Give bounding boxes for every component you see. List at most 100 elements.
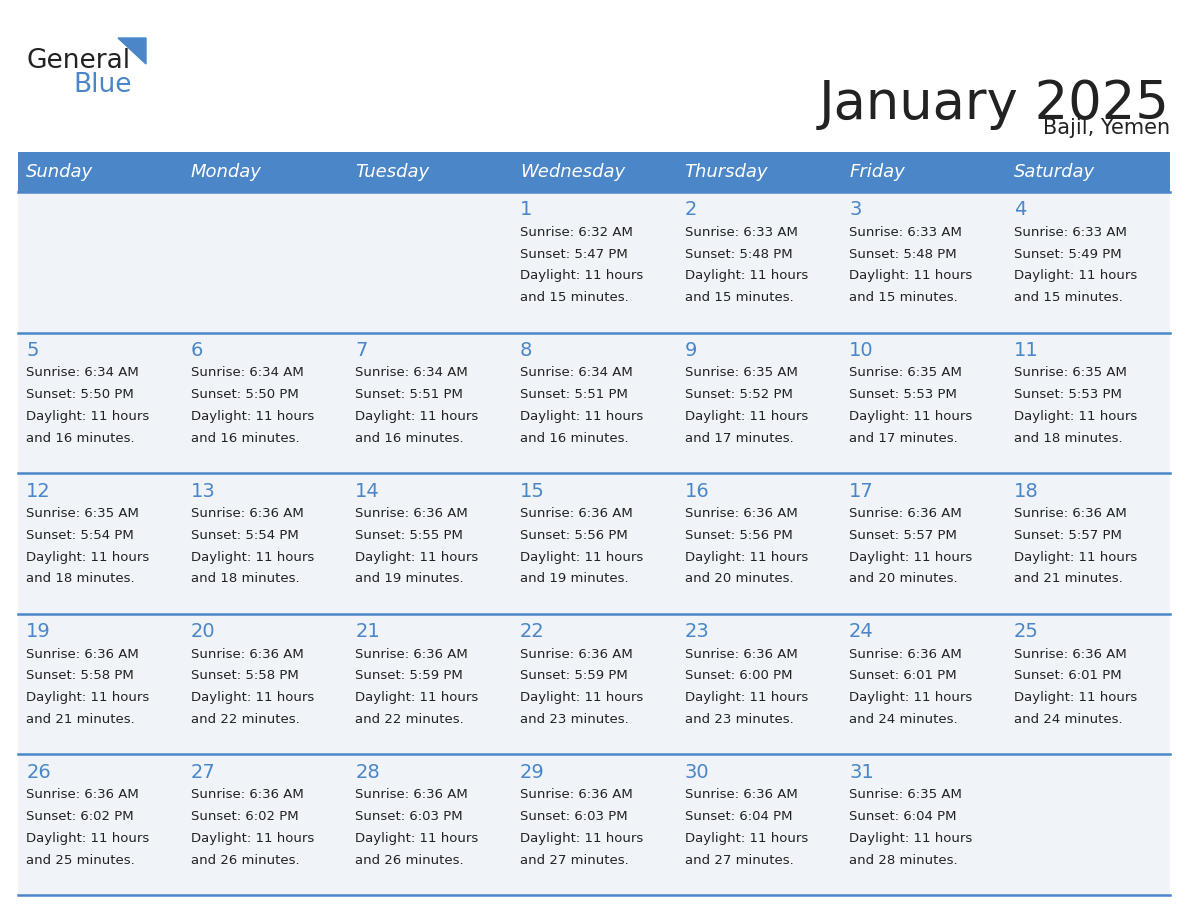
Text: Sunrise: 6:33 AM: Sunrise: 6:33 AM xyxy=(1013,226,1126,239)
Bar xyxy=(841,755,1005,895)
Text: January 2025: January 2025 xyxy=(819,78,1170,130)
Text: Daylight: 11 hours: Daylight: 11 hours xyxy=(684,691,808,704)
Text: and 23 minutes.: and 23 minutes. xyxy=(684,713,794,726)
Text: Daylight: 11 hours: Daylight: 11 hours xyxy=(684,410,808,423)
Text: Thursday: Thursday xyxy=(684,163,767,181)
Text: Daylight: 11 hours: Daylight: 11 hours xyxy=(684,551,808,564)
Text: Sunrise: 6:36 AM: Sunrise: 6:36 AM xyxy=(355,507,468,520)
Bar xyxy=(183,332,347,473)
Text: Sunset: 5:53 PM: Sunset: 5:53 PM xyxy=(849,388,958,401)
Text: 28: 28 xyxy=(355,763,380,782)
Text: Sunrise: 6:36 AM: Sunrise: 6:36 AM xyxy=(191,789,304,801)
Text: 4: 4 xyxy=(1013,200,1026,219)
Text: 25: 25 xyxy=(1013,622,1038,642)
Bar xyxy=(512,152,676,192)
Bar xyxy=(183,755,347,895)
Bar xyxy=(18,473,183,614)
Text: Daylight: 11 hours: Daylight: 11 hours xyxy=(26,551,150,564)
Text: and 20 minutes.: and 20 minutes. xyxy=(684,572,794,586)
Bar xyxy=(676,152,841,192)
Text: Daylight: 11 hours: Daylight: 11 hours xyxy=(849,691,972,704)
Text: Sunset: 6:01 PM: Sunset: 6:01 PM xyxy=(1013,669,1121,682)
Text: Sunset: 5:51 PM: Sunset: 5:51 PM xyxy=(520,388,627,401)
Text: Friday: Friday xyxy=(849,163,905,181)
Text: Sunrise: 6:36 AM: Sunrise: 6:36 AM xyxy=(355,647,468,661)
Text: Sunset: 5:57 PM: Sunset: 5:57 PM xyxy=(1013,529,1121,542)
Text: Sunset: 6:04 PM: Sunset: 6:04 PM xyxy=(684,810,792,823)
Text: Sunset: 6:04 PM: Sunset: 6:04 PM xyxy=(849,810,956,823)
Text: 11: 11 xyxy=(1013,341,1038,360)
Text: Sunrise: 6:36 AM: Sunrise: 6:36 AM xyxy=(191,647,304,661)
Bar xyxy=(841,332,1005,473)
Bar xyxy=(347,192,512,332)
Text: Sunrise: 6:36 AM: Sunrise: 6:36 AM xyxy=(1013,507,1126,520)
Text: 6: 6 xyxy=(191,341,203,360)
Bar xyxy=(18,614,183,755)
Text: and 18 minutes.: and 18 minutes. xyxy=(1013,431,1123,444)
Text: and 22 minutes.: and 22 minutes. xyxy=(191,713,299,726)
Bar xyxy=(18,755,183,895)
Text: Daylight: 11 hours: Daylight: 11 hours xyxy=(849,832,972,845)
Text: and 16 minutes.: and 16 minutes. xyxy=(26,431,135,444)
Text: Daylight: 11 hours: Daylight: 11 hours xyxy=(355,691,479,704)
Text: Sunset: 5:55 PM: Sunset: 5:55 PM xyxy=(355,529,463,542)
Text: 27: 27 xyxy=(191,763,215,782)
Text: and 24 minutes.: and 24 minutes. xyxy=(1013,713,1123,726)
Text: Sunrise: 6:32 AM: Sunrise: 6:32 AM xyxy=(520,226,633,239)
Text: Daylight: 11 hours: Daylight: 11 hours xyxy=(1013,691,1137,704)
Text: Wednesday: Wednesday xyxy=(520,163,625,181)
Text: Tuesday: Tuesday xyxy=(355,163,430,181)
Text: Sunrise: 6:36 AM: Sunrise: 6:36 AM xyxy=(1013,647,1126,661)
Text: Sunday: Sunday xyxy=(26,163,94,181)
Text: and 15 minutes.: and 15 minutes. xyxy=(684,291,794,304)
Bar xyxy=(512,755,676,895)
Bar xyxy=(841,614,1005,755)
Text: Monday: Monday xyxy=(191,163,261,181)
Text: Daylight: 11 hours: Daylight: 11 hours xyxy=(520,832,643,845)
Text: Sunset: 5:57 PM: Sunset: 5:57 PM xyxy=(849,529,958,542)
Bar xyxy=(183,473,347,614)
Text: Sunset: 5:56 PM: Sunset: 5:56 PM xyxy=(520,529,627,542)
Bar xyxy=(676,192,841,332)
Polygon shape xyxy=(118,38,146,64)
Text: 7: 7 xyxy=(355,341,368,360)
Text: 17: 17 xyxy=(849,482,874,500)
Text: Sunrise: 6:35 AM: Sunrise: 6:35 AM xyxy=(26,507,139,520)
Text: Daylight: 11 hours: Daylight: 11 hours xyxy=(684,269,808,283)
Text: Saturday: Saturday xyxy=(1013,163,1095,181)
Text: 10: 10 xyxy=(849,341,873,360)
Text: 3: 3 xyxy=(849,200,861,219)
Bar xyxy=(1005,152,1170,192)
Bar xyxy=(347,332,512,473)
Text: and 26 minutes.: and 26 minutes. xyxy=(355,854,465,867)
Text: Sunset: 5:54 PM: Sunset: 5:54 PM xyxy=(191,529,298,542)
Text: Daylight: 11 hours: Daylight: 11 hours xyxy=(1013,269,1137,283)
Text: Bajil, Yemen: Bajil, Yemen xyxy=(1043,118,1170,138)
Bar xyxy=(1005,755,1170,895)
Text: Sunset: 5:53 PM: Sunset: 5:53 PM xyxy=(1013,388,1121,401)
Text: 19: 19 xyxy=(26,622,51,642)
Bar xyxy=(512,614,676,755)
Bar xyxy=(347,614,512,755)
Text: 13: 13 xyxy=(191,482,215,500)
Text: Daylight: 11 hours: Daylight: 11 hours xyxy=(26,410,150,423)
Text: Daylight: 11 hours: Daylight: 11 hours xyxy=(1013,551,1137,564)
Text: Sunrise: 6:36 AM: Sunrise: 6:36 AM xyxy=(849,647,962,661)
Text: and 15 minutes.: and 15 minutes. xyxy=(849,291,958,304)
Text: Sunrise: 6:36 AM: Sunrise: 6:36 AM xyxy=(684,789,797,801)
Text: Sunset: 5:50 PM: Sunset: 5:50 PM xyxy=(191,388,298,401)
Text: and 16 minutes.: and 16 minutes. xyxy=(355,431,465,444)
Text: and 19 minutes.: and 19 minutes. xyxy=(355,572,465,586)
Text: Daylight: 11 hours: Daylight: 11 hours xyxy=(191,410,314,423)
Text: and 27 minutes.: and 27 minutes. xyxy=(684,854,794,867)
Text: Sunrise: 6:34 AM: Sunrise: 6:34 AM xyxy=(191,366,304,379)
Bar xyxy=(841,192,1005,332)
Text: Daylight: 11 hours: Daylight: 11 hours xyxy=(849,269,972,283)
Text: Daylight: 11 hours: Daylight: 11 hours xyxy=(355,410,479,423)
Text: 22: 22 xyxy=(520,622,544,642)
Bar xyxy=(183,192,347,332)
Text: 24: 24 xyxy=(849,622,874,642)
Text: and 18 minutes.: and 18 minutes. xyxy=(26,572,135,586)
Text: Daylight: 11 hours: Daylight: 11 hours xyxy=(191,551,314,564)
Text: Sunset: 5:48 PM: Sunset: 5:48 PM xyxy=(849,248,956,261)
